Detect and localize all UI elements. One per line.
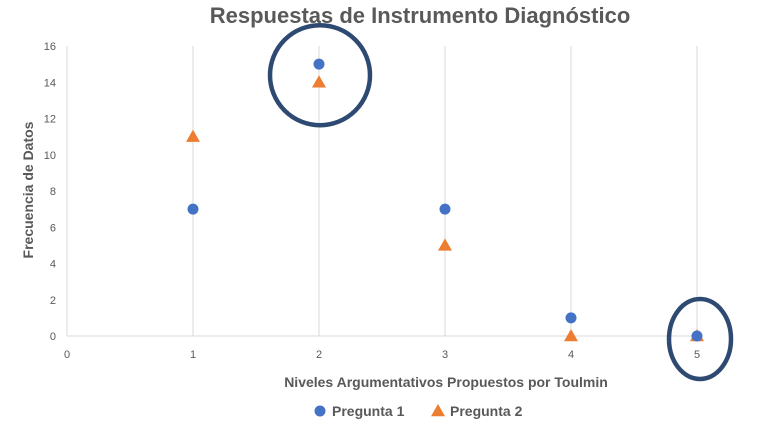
x-tick-label: 0 — [64, 349, 70, 361]
data-points — [186, 58, 704, 342]
y-tick-label: 8 — [50, 186, 56, 198]
y-tick-label: 0 — [50, 331, 56, 343]
highlight-annotations — [267, 22, 734, 382]
highlight-circle — [267, 22, 373, 128]
legend-label: Pregunta 2 — [450, 403, 523, 419]
x-axis-title: Niveles Argumentativos Propuestos por To… — [284, 374, 608, 390]
data-point-triangle — [186, 129, 200, 142]
y-axis-title: Frecuencia de Datos — [20, 121, 36, 258]
y-tick-label: 6 — [50, 222, 56, 234]
y-tick-label: 14 — [44, 77, 56, 89]
chart-title: Respuestas de Instrumento Diagnóstico — [210, 3, 631, 28]
x-tick-label: 3 — [442, 349, 448, 361]
highlight-ellipse — [666, 296, 734, 382]
data-point-triangle — [438, 238, 452, 251]
data-point-triangle — [312, 75, 326, 88]
x-tick-label: 5 — [694, 349, 700, 361]
data-point-circle — [313, 58, 325, 70]
y-tick-label: 4 — [50, 259, 56, 271]
y-tick-label: 2 — [50, 295, 56, 307]
x-tick-label: 1 — [190, 349, 196, 361]
y-tick-label: 16 — [44, 41, 56, 53]
legend: Pregunta 1 Pregunta 2 — [314, 403, 523, 419]
y-tick-label: 12 — [44, 114, 56, 126]
legend-label: Pregunta 1 — [332, 403, 405, 419]
y-tick-label: 10 — [44, 150, 56, 162]
data-point-circle — [565, 312, 577, 324]
x-tick-label: 2 — [316, 349, 322, 361]
legend-marker-triangle — [431, 404, 445, 417]
data-point-circle — [691, 330, 703, 342]
axis-layer — [66, 46, 699, 337]
grid-layer — [192, 46, 698, 336]
data-point-circle — [439, 203, 451, 215]
x-tick-label: 4 — [568, 349, 574, 361]
data-point-circle — [187, 203, 199, 215]
data-point-triangle — [564, 329, 578, 342]
legend-marker-circle — [314, 405, 326, 417]
